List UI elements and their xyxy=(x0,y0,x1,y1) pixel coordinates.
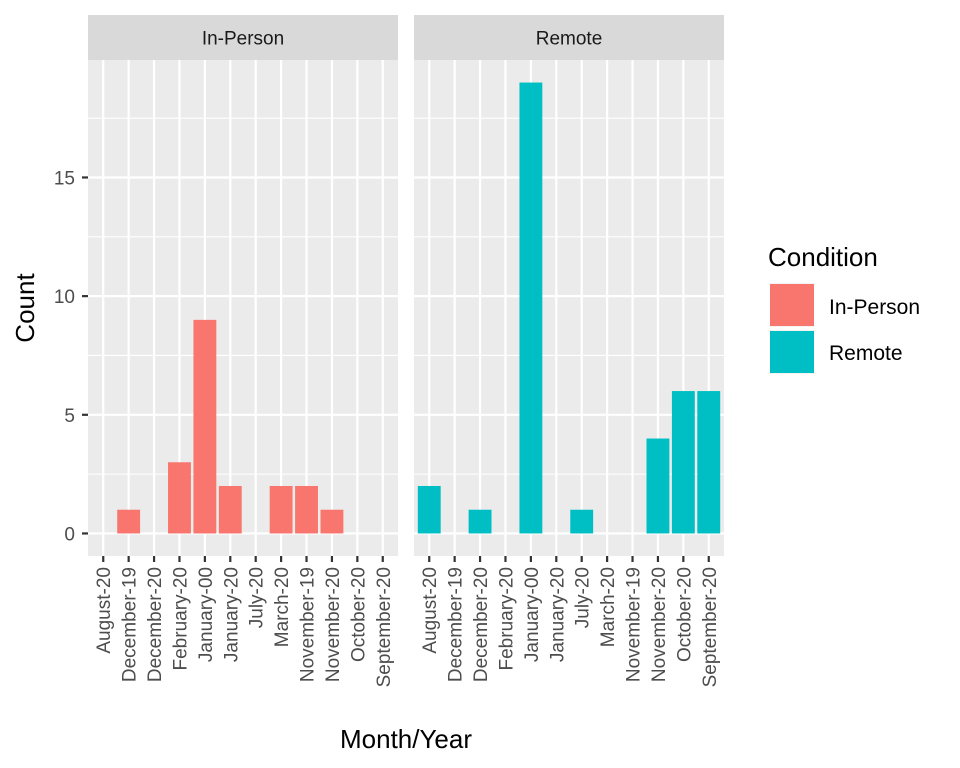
x-tick-label: July-20 xyxy=(573,567,594,628)
x-tick-label: October-20 xyxy=(674,567,695,662)
legend-label-remote: Remote xyxy=(829,342,903,365)
x-tick-label: September-20 xyxy=(374,567,395,687)
bar-remote-november-20 xyxy=(646,438,670,534)
facet-strip-label: In-Person xyxy=(202,29,284,50)
facet-in-person: In-Person August-20 December-19 December-20… xyxy=(88,15,398,687)
facet-remote: Remote August-20 December-19 December-20 Feb… xyxy=(414,15,724,687)
y-axis: 0 5 10 15 xyxy=(54,168,88,545)
legend-title: Condition xyxy=(768,242,878,272)
legend-swatch-in-person xyxy=(770,284,814,326)
bar-remote-december-20 xyxy=(468,509,492,534)
panel-background xyxy=(88,60,398,556)
x-tick-label: December-20 xyxy=(471,567,492,682)
bar-in-person-november-20 xyxy=(320,509,344,534)
x-tick-label: November-20 xyxy=(649,567,670,682)
bar-remote-september-20 xyxy=(697,391,721,534)
y-tick-label: 0 xyxy=(64,524,75,545)
x-tick-label: January-20 xyxy=(221,567,242,662)
x-tick-label: October-20 xyxy=(348,567,369,662)
x-tick-label: November-19 xyxy=(624,567,645,682)
bar-in-person-march-20 xyxy=(269,485,293,534)
y-tick-label: 10 xyxy=(54,287,75,308)
x-tick-label: January-00 xyxy=(522,567,543,662)
x-axis-title: Month/Year xyxy=(340,724,472,754)
x-tick-label: February-20 xyxy=(496,567,517,671)
bar-remote-january-00 xyxy=(519,82,543,534)
x-tick-label: February-20 xyxy=(170,567,191,671)
facet-strip xyxy=(414,15,724,60)
bar-in-person-january-20 xyxy=(218,485,242,534)
x-tick-label: July-20 xyxy=(247,567,268,628)
y-axis-title: Count xyxy=(10,273,40,343)
bar-in-person-january-00 xyxy=(193,319,217,534)
facet-strip-label: Remote xyxy=(536,29,603,50)
x-tick-label: August-20 xyxy=(94,567,115,654)
x-tick-label: March-20 xyxy=(272,567,293,647)
x-tick-label: December-19 xyxy=(120,567,141,682)
x-tick-label: December-19 xyxy=(446,567,467,682)
x-tick-label: November-20 xyxy=(323,567,344,682)
x-tick-label: March-20 xyxy=(598,567,619,647)
y-tick-label: 15 xyxy=(54,168,75,189)
y-tick-label: 5 xyxy=(64,406,75,427)
x-tick-label: August-20 xyxy=(420,567,441,654)
legend: Condition In-Person Remote xyxy=(768,242,920,374)
legend-swatch-remote xyxy=(770,331,814,373)
bar-remote-october-20 xyxy=(671,391,695,534)
legend-label-in-person: In-Person xyxy=(829,296,920,319)
x-tick-label: December-20 xyxy=(145,567,166,682)
facet-strip xyxy=(88,15,398,60)
x-tick-label: January-00 xyxy=(196,567,217,662)
bar-in-person-february-20 xyxy=(168,462,191,534)
bar-in-person-december-19 xyxy=(117,509,141,534)
x-tick-label: November-19 xyxy=(298,567,319,682)
x-tick-label: January-20 xyxy=(547,567,568,662)
bar-in-person-november-19 xyxy=(295,485,318,534)
bar-remote-august-20 xyxy=(417,485,441,534)
x-tick-label: September-20 xyxy=(700,567,721,687)
bar-remote-july-20 xyxy=(570,509,594,534)
